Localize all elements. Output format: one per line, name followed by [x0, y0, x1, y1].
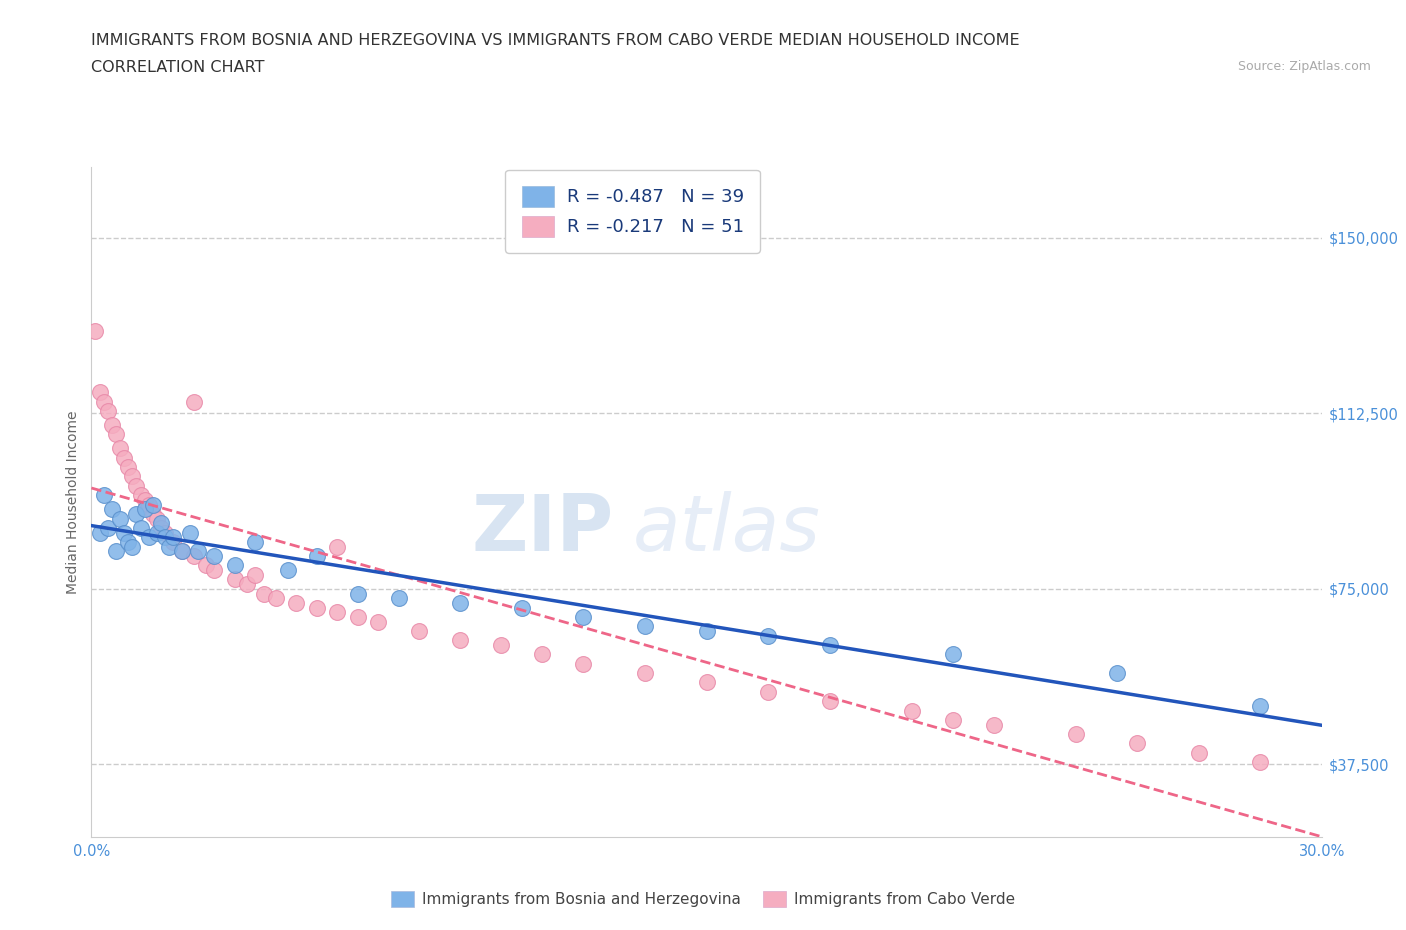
- Point: [942, 647, 965, 662]
- Point: [326, 539, 349, 554]
- Point: [129, 521, 152, 536]
- Point: [491, 638, 513, 653]
- Point: [245, 567, 267, 582]
- Point: [367, 614, 389, 629]
- Point: [634, 666, 657, 681]
- Point: [1105, 666, 1128, 681]
- Point: [134, 492, 156, 507]
- Point: [101, 502, 124, 517]
- Point: [146, 512, 169, 526]
- Point: [388, 591, 411, 605]
- Text: CORRELATION CHART: CORRELATION CHART: [91, 60, 264, 75]
- Point: [108, 512, 131, 526]
- Point: [202, 549, 225, 564]
- Point: [97, 404, 120, 418]
- Point: [245, 535, 267, 550]
- Point: [170, 544, 193, 559]
- Point: [326, 604, 349, 619]
- Point: [157, 539, 180, 554]
- Point: [150, 516, 173, 531]
- Point: [695, 623, 717, 638]
- Point: [142, 498, 165, 512]
- Point: [264, 591, 287, 605]
- Point: [187, 544, 209, 559]
- Point: [224, 558, 246, 573]
- Point: [818, 694, 841, 709]
- Point: [153, 530, 177, 545]
- Point: [138, 498, 160, 512]
- Point: [202, 563, 225, 578]
- Point: [162, 535, 184, 550]
- Point: [183, 394, 205, 409]
- Point: [93, 394, 115, 409]
- Point: [756, 628, 779, 643]
- Point: [125, 507, 148, 522]
- Point: [531, 647, 554, 662]
- Point: [305, 549, 328, 564]
- Point: [449, 633, 471, 648]
- Y-axis label: Median Household Income: Median Household Income: [66, 410, 80, 594]
- Point: [224, 572, 246, 587]
- Point: [142, 507, 165, 522]
- Point: [347, 586, 370, 601]
- Point: [1064, 726, 1087, 741]
- Point: [101, 418, 124, 432]
- Point: [146, 525, 169, 540]
- Point: [138, 530, 160, 545]
- Point: [134, 502, 156, 517]
- Point: [150, 521, 173, 536]
- Text: IMMIGRANTS FROM BOSNIA AND HERZEGOVINA VS IMMIGRANTS FROM CABO VERDE MEDIAN HOUS: IMMIGRANTS FROM BOSNIA AND HERZEGOVINA V…: [91, 33, 1019, 47]
- Point: [983, 717, 1005, 732]
- Point: [236, 577, 259, 591]
- Point: [112, 525, 135, 540]
- Point: [253, 586, 276, 601]
- Point: [179, 525, 201, 540]
- Point: [285, 595, 308, 610]
- Text: Source: ZipAtlas.com: Source: ZipAtlas.com: [1237, 60, 1371, 73]
- Legend: Immigrants from Bosnia and Herzegovina, Immigrants from Cabo Verde: Immigrants from Bosnia and Herzegovina, …: [385, 884, 1021, 913]
- Point: [105, 544, 127, 559]
- Point: [900, 703, 922, 718]
- Point: [572, 657, 595, 671]
- Point: [1126, 736, 1149, 751]
- Point: [195, 558, 218, 573]
- Text: atlas: atlas: [633, 491, 821, 567]
- Legend: R = -0.487   N = 39, R = -0.217   N = 51: R = -0.487 N = 39, R = -0.217 N = 51: [505, 170, 761, 253]
- Point: [117, 459, 139, 474]
- Point: [1187, 745, 1209, 760]
- Point: [572, 609, 595, 624]
- Point: [89, 525, 111, 540]
- Point: [121, 539, 143, 554]
- Point: [347, 609, 370, 624]
- Point: [942, 712, 965, 727]
- Point: [129, 487, 152, 502]
- Point: [170, 544, 193, 559]
- Point: [117, 535, 139, 550]
- Point: [162, 530, 184, 545]
- Point: [84, 324, 107, 339]
- Point: [183, 549, 205, 564]
- Text: ZIP: ZIP: [472, 491, 614, 567]
- Point: [277, 563, 299, 578]
- Point: [153, 525, 177, 540]
- Point: [125, 478, 148, 493]
- Point: [105, 427, 127, 442]
- Point: [510, 600, 533, 615]
- Point: [449, 595, 471, 610]
- Point: [121, 469, 143, 484]
- Point: [634, 618, 657, 633]
- Point: [756, 684, 779, 699]
- Point: [408, 623, 430, 638]
- Point: [108, 441, 131, 456]
- Point: [89, 385, 111, 400]
- Point: [305, 600, 328, 615]
- Point: [1249, 698, 1271, 713]
- Point: [93, 487, 115, 502]
- Point: [818, 638, 841, 653]
- Point: [1249, 754, 1271, 769]
- Point: [695, 675, 717, 690]
- Point: [112, 450, 135, 465]
- Point: [97, 521, 120, 536]
